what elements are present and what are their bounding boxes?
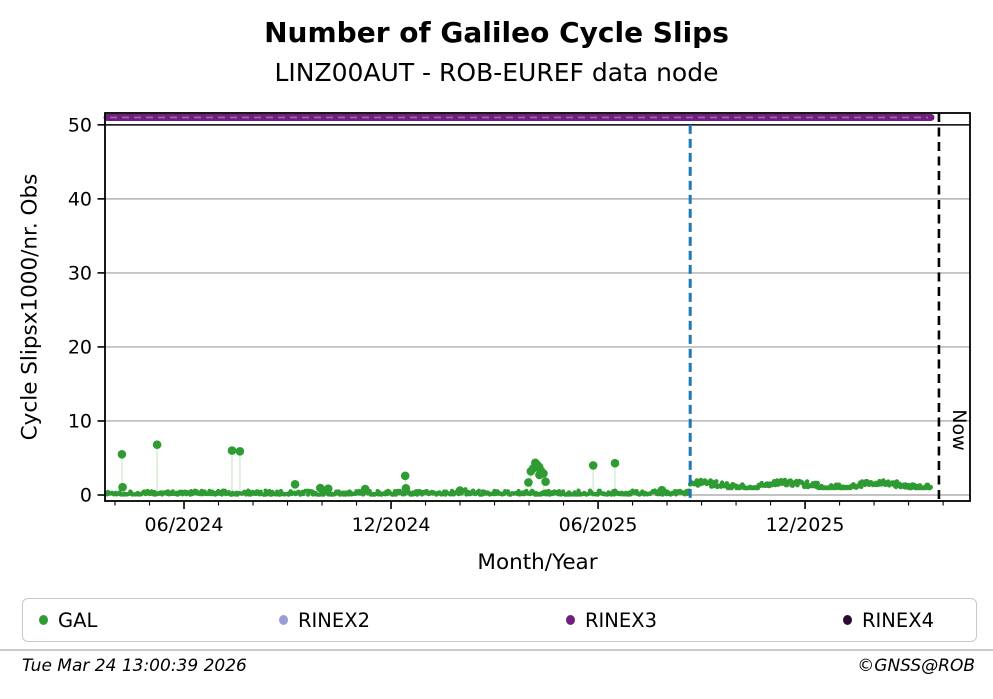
legend-item-rinex2: RINEX2 [279, 599, 370, 641]
legend: GAL RINEX2 RINEX3 RINEX4 [22, 598, 977, 642]
gal-marker-icon [39, 615, 48, 625]
rinex2-marker-icon [279, 615, 288, 625]
legend-item-rinex3: RINEX3 [566, 599, 657, 641]
copyright: ©GNSS@ROB [857, 656, 975, 676]
x-tick-label: 06/2025 [559, 514, 638, 536]
y-tick-label: 0 [80, 485, 92, 507]
plot-border [104, 112, 971, 502]
plot-timestamp: Tue Mar 24 13:00:39 2026 [22, 656, 247, 676]
chart-title: Number of Galileo Cycle Slips [264, 16, 729, 49]
legend-label-rinex2: RINEX2 [298, 608, 370, 632]
legend-label-rinex3: RINEX3 [585, 608, 657, 632]
footer-divider [0, 649, 993, 651]
rinex4-marker-icon [843, 615, 852, 625]
legend-item-gal: GAL [39, 599, 97, 641]
legend-item-rinex4: RINEX4 [843, 599, 934, 641]
x-axis-label: Month/Year [477, 550, 598, 575]
legend-label-rinex4: RINEX4 [862, 608, 934, 632]
x-tick-label: 06/2024 [145, 514, 224, 536]
y-tick-label: 20 [68, 336, 92, 358]
y-tick-label: 10 [68, 410, 92, 432]
now-label: Now [948, 409, 970, 450]
chart-subtitle: LINZ00AUT - ROB-EUREF data node [274, 58, 719, 87]
y-tick-label: 30 [68, 262, 92, 284]
y-axis-label: Cycle Slipsx1000/nr. Obs [17, 173, 43, 441]
plot-area: Now 0 10 20 30 40 50 06/2024 12/2024 06/2025 12/20… [68, 112, 971, 536]
y-tick-label: 50 [68, 114, 92, 136]
x-tick-label: 12/2025 [766, 514, 845, 536]
rinex3-marker-icon [566, 615, 575, 625]
gal-points [105, 440, 933, 497]
y-tick-label: 40 [68, 188, 92, 210]
legend-label-gal: GAL [58, 608, 98, 632]
x-tick-label: 12/2024 [352, 514, 431, 536]
